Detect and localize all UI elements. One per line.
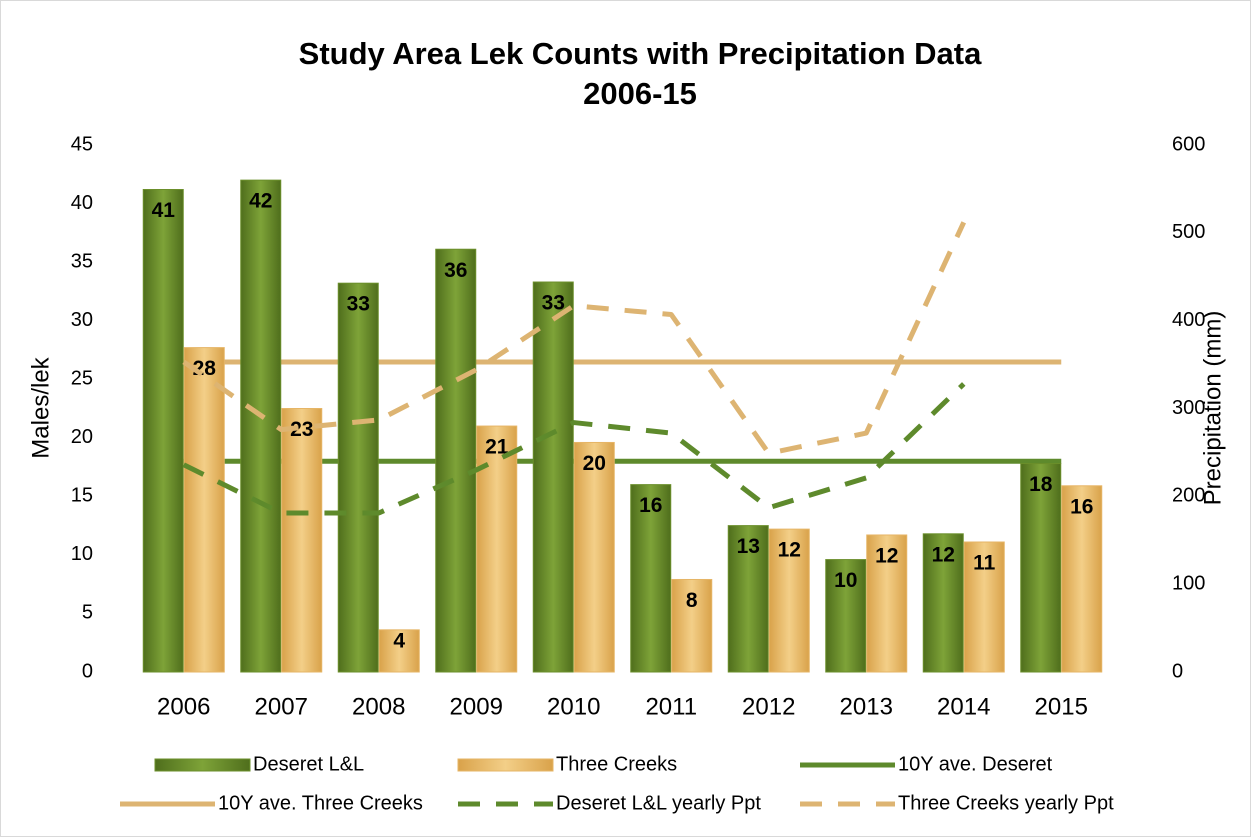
y-tick-label: 15 (71, 485, 93, 507)
y-tick-label: 45 (71, 133, 93, 155)
data-label: 10 (834, 569, 857, 592)
data-label: 36 (444, 259, 467, 282)
data-label: 16 (1070, 495, 1093, 518)
data-label: 21 (485, 436, 509, 459)
bar (281, 408, 323, 673)
y2-tick-label: 0 (1172, 660, 1183, 682)
bar (963, 541, 1005, 673)
bar (532, 281, 574, 673)
x-tick-label: 2007 (255, 693, 308, 720)
x-tick-label: 2013 (840, 693, 893, 720)
x-tick-label: 2006 (157, 693, 210, 720)
legend-label: Three Creeks yearly Ppt (898, 792, 1114, 814)
bar (183, 347, 225, 673)
bar (1020, 463, 1062, 673)
data-label: 23 (290, 418, 313, 441)
y-tick-label: 35 (71, 250, 93, 272)
y2-tick-label: 300 (1172, 397, 1205, 419)
chart-subtitle: 2006-15 (583, 76, 697, 111)
legend-label: Three Creeks (556, 753, 677, 775)
bar (476, 425, 518, 673)
y-axis-title: Males/lek (27, 356, 54, 458)
y-tick-label: 0 (82, 660, 93, 682)
x-tick-label: 2008 (352, 693, 405, 720)
x-tick-label: 2012 (742, 693, 795, 720)
y-tick-label: 30 (71, 309, 93, 331)
data-label: 42 (249, 190, 272, 213)
bar (378, 629, 420, 673)
data-label: 20 (583, 452, 606, 475)
bar (573, 441, 615, 673)
bar (866, 534, 908, 673)
data-label: 41 (152, 199, 176, 222)
y-tick-label: 10 (71, 543, 93, 565)
bar (337, 282, 379, 673)
y2-axis-title: Precipitation (mm) (1199, 311, 1226, 506)
y-tick-label: 40 (71, 192, 93, 214)
x-tick-label: 2011 (645, 693, 697, 720)
legend-label: Deseret L&L (253, 753, 364, 775)
y-tick-label: 20 (71, 426, 93, 448)
line-series (182, 382, 966, 516)
bar (727, 525, 769, 673)
data-label: 13 (737, 535, 760, 558)
chart-title: Study Area Lek Counts with Precipitation… (299, 36, 982, 71)
data-label: 12 (778, 539, 801, 562)
legend-swatch (154, 758, 251, 772)
legend-label: 10Y ave. Three Creeks (218, 792, 423, 814)
legend-swatch (457, 758, 554, 772)
bar (630, 484, 672, 673)
line-series (182, 221, 967, 456)
data-label: 33 (347, 293, 370, 316)
y2-tick-label: 100 (1172, 572, 1205, 594)
data-label: 8 (686, 589, 698, 612)
data-label: 11 (973, 552, 996, 575)
data-label: 16 (639, 494, 662, 517)
bar (671, 578, 713, 673)
bar (435, 248, 477, 673)
bar (825, 559, 867, 673)
bar (1061, 485, 1103, 673)
y2-tick-label: 400 (1172, 309, 1205, 331)
bar (768, 528, 810, 673)
bar (922, 533, 964, 673)
data-label: 18 (1029, 473, 1053, 496)
data-label: 33 (542, 292, 565, 315)
data-label: 12 (875, 545, 898, 568)
y-tick-label: 5 (82, 602, 93, 624)
legend-label: 10Y ave. Deseret (898, 753, 1053, 775)
y2-tick-label: 500 (1172, 221, 1205, 243)
bar (240, 179, 282, 673)
x-tick-label: 2010 (547, 693, 600, 720)
data-label: 12 (932, 543, 955, 566)
bar (142, 189, 184, 673)
y2-tick-label: 200 (1172, 485, 1205, 507)
y-tick-label: 25 (71, 368, 93, 390)
legend-label: Deseret L&L yearly Ppt (556, 792, 761, 814)
data-label: 4 (393, 630, 405, 653)
y2-tick-label: 600 (1172, 133, 1205, 155)
x-tick-label: 2009 (450, 693, 503, 720)
x-tick-label: 2014 (937, 693, 990, 720)
x-tick-label: 2015 (1035, 693, 1088, 720)
